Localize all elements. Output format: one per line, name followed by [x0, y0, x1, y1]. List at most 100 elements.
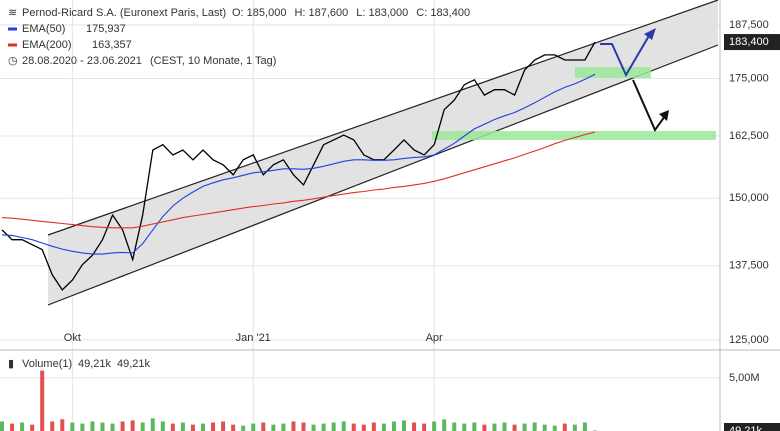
volume-bar	[170, 423, 175, 431]
volume-bar	[90, 421, 95, 431]
channel-lower	[47, 44, 719, 306]
volume-bar	[321, 423, 326, 431]
quote-value: H: 187,600	[294, 7, 348, 19]
legend-swatch	[8, 43, 17, 47]
volume-bar	[100, 422, 105, 431]
series-line	[1, 41, 596, 291]
volume-label: 49,21k	[117, 358, 151, 370]
volume-bar	[190, 424, 195, 431]
x-tick-label: Jan '21	[236, 332, 271, 344]
icon: ◷	[8, 55, 18, 67]
volume-bar	[70, 422, 75, 431]
trend-channel	[48, 0, 718, 305]
volume-bar	[452, 422, 457, 431]
volume-bar	[180, 422, 185, 431]
volume-bar	[80, 423, 85, 431]
volume-label: 49,21k	[78, 358, 112, 370]
volume-bar	[492, 423, 497, 431]
volume-tag	[724, 423, 780, 431]
volume-bar	[231, 424, 236, 431]
quote-value: C: 183,400	[416, 7, 470, 19]
volume-bar	[582, 422, 587, 431]
y-tick-label: 125,000	[729, 334, 769, 346]
volume-name: Volume(1)	[22, 358, 72, 370]
price-tag	[724, 34, 780, 51]
volume-bar	[20, 422, 25, 431]
series-line	[1, 131, 596, 229]
volume-bar	[562, 423, 567, 431]
volume-bar	[301, 422, 306, 431]
y-tick-label: 137,500	[729, 260, 769, 272]
volume-bar	[120, 421, 125, 431]
volume-bar	[432, 421, 437, 431]
volume-bar	[281, 423, 286, 431]
data	[0, 41, 597, 431]
volume-bar	[442, 419, 447, 431]
quote-value: O: 185,000	[232, 7, 286, 19]
volume-bar	[291, 421, 296, 431]
volume-bar	[211, 422, 216, 431]
y-tick-label: 162,500	[729, 130, 769, 142]
volume-bar	[60, 419, 65, 431]
volume-bar	[391, 421, 396, 431]
support-zone	[432, 131, 716, 140]
legend-name: EMA(200)	[22, 39, 72, 51]
grid	[0, 0, 720, 431]
volume-bar	[221, 421, 226, 431]
volume-bar	[512, 424, 517, 431]
volume-bar	[412, 422, 417, 431]
volume-bar	[110, 423, 115, 431]
volume-bar	[381, 423, 386, 431]
volume-bar	[0, 421, 4, 431]
quote-value: L: 183,000	[356, 7, 408, 19]
x-tick-label: Okt	[64, 332, 81, 344]
channel-upper	[47, 0, 719, 236]
volume-bar	[462, 423, 467, 431]
volume-bar	[271, 424, 276, 431]
volume-bar	[10, 423, 15, 431]
price-tag-label: 183,400	[729, 36, 769, 48]
y-tick-label: 150,000	[729, 192, 769, 204]
y-tick-label: 187,500	[729, 19, 769, 31]
volume-bar	[552, 425, 557, 431]
period-note: (CEST, 10 Monate, 1 Tag)	[150, 55, 276, 67]
volume-bar	[160, 421, 165, 431]
volume-bar	[522, 423, 527, 431]
volume-bar	[572, 424, 577, 431]
volume-bar	[261, 422, 266, 431]
volume-bar	[311, 424, 316, 431]
legend-value: 175,937	[86, 23, 126, 35]
volume-bar	[502, 422, 507, 431]
legend-value: 163,357	[92, 39, 132, 51]
volume-bar	[361, 424, 366, 431]
arrow-head	[659, 110, 669, 121]
scenario-arrow	[600, 33, 651, 78]
arrow-head	[644, 28, 656, 40]
scenario-arrow	[632, 79, 666, 133]
volume-bar	[542, 424, 547, 431]
volume-bar	[532, 422, 537, 431]
icon: ▮	[8, 358, 14, 370]
volume-tag-label: 49,21k	[729, 425, 763, 431]
volume-bar	[40, 370, 45, 431]
y-tick-label: 5,00M	[729, 372, 760, 384]
labels: ≋ Pernod-Ricard S.A. (Euronext Paris, La…	[8, 7, 780, 431]
volume-bar	[351, 423, 356, 431]
chart-title: Pernod-Ricard S.A. (Euronext Paris, Last…	[22, 7, 226, 19]
volume-bar	[482, 424, 487, 431]
volume-bar	[422, 423, 427, 431]
period: 28.08.2020 - 23.06.2021	[22, 55, 142, 67]
volume-bar	[201, 423, 205, 431]
volume-bar	[371, 422, 376, 431]
volume-bar	[251, 423, 256, 431]
legend-name: EMA(50)	[22, 23, 65, 35]
volume-bar	[341, 421, 346, 431]
volume-bar	[331, 422, 336, 431]
x-tick-label: Apr	[426, 332, 443, 344]
volume-bar	[402, 420, 406, 431]
volume-bar	[50, 421, 55, 431]
volume-bar	[472, 422, 477, 431]
volume-bar	[241, 425, 246, 431]
support-zone	[575, 67, 651, 78]
